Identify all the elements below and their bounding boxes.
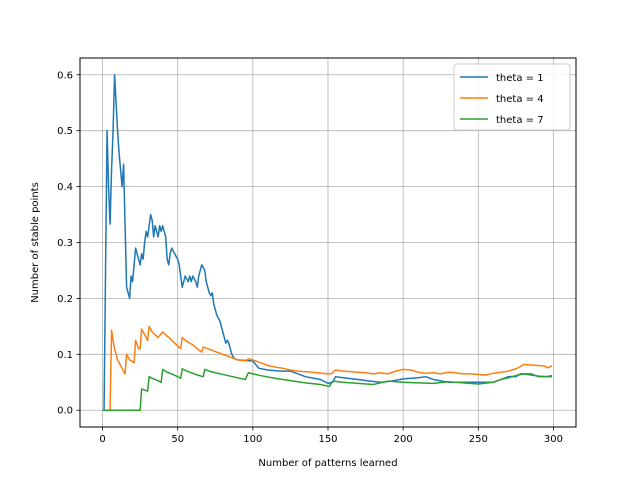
y-tick-label: 0.4: [57, 182, 73, 193]
x-tick-label: 100: [243, 434, 262, 445]
series-line-1: [102, 74, 552, 411]
x-tick-label: 150: [318, 434, 337, 445]
x-axis-label: Number of patterns learned: [258, 458, 397, 469]
y-tick-label: 0.0: [57, 406, 73, 417]
plot-lines: [102, 74, 553, 411]
legend: theta = 1 theta = 4 theta = 7: [453, 63, 571, 131]
x-tick-label: 250: [469, 434, 488, 445]
x-tick-label: 300: [544, 434, 563, 445]
x-tick-label: 200: [394, 434, 413, 445]
x-tick-label: 50: [171, 434, 184, 445]
y-tick-label: 0.3: [57, 238, 73, 249]
y-tick-label: 0.5: [57, 126, 73, 137]
ticks: 0 50 100 150 200 250 300 0.0 0.1 0.2 0.3 0.4 0.5 0.6: [57, 70, 563, 445]
legend-label: theta = 4: [496, 94, 544, 105]
legend-box: [453, 63, 571, 131]
y-tick-label: 0.1: [57, 350, 73, 361]
x-tick-label: 0: [99, 434, 105, 445]
series-line-3: [102, 368, 553, 411]
y-tick-label: 0.6: [57, 70, 73, 81]
y-axis-label: Number of stable points: [30, 182, 41, 303]
legend-label: theta = 1: [496, 73, 544, 84]
grid: [80, 58, 576, 427]
series-line-2: [102, 325, 553, 411]
legend-label: theta = 7: [496, 115, 544, 126]
y-tick-label: 0.2: [57, 294, 73, 305]
